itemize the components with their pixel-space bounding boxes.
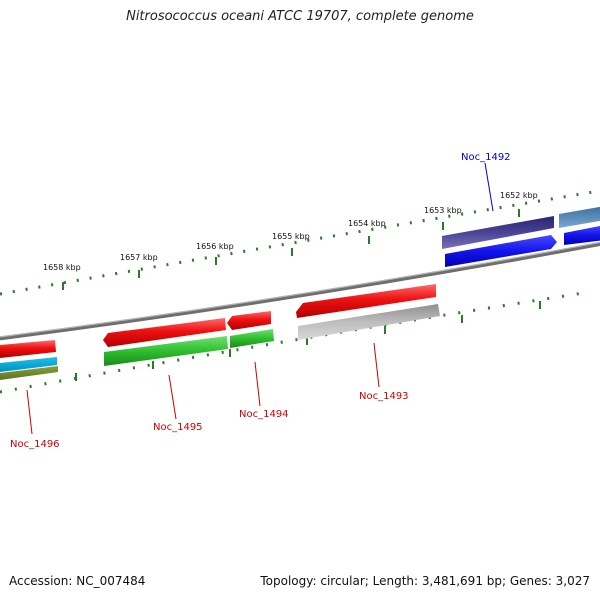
scale-label: 1655 kbp bbox=[272, 232, 310, 241]
gene-feature-noc-1493-shade[interactable] bbox=[298, 304, 440, 340]
callout-line-noc-1492 bbox=[484, 162, 494, 212]
gene-feature-noc-1494-shade[interactable] bbox=[230, 329, 274, 348]
scale-label: 1657 kbp bbox=[120, 253, 158, 262]
gene-label-noc-1496[interactable]: Noc_1496 bbox=[10, 439, 60, 450]
gene-feature-noc-1496-shade-2[interactable] bbox=[0, 366, 58, 380]
gene-label-noc-1493[interactable]: Noc_1493 bbox=[359, 391, 409, 402]
gene-feature-noc-1495-shade[interactable] bbox=[104, 336, 228, 366]
gene-feature-next-shade[interactable] bbox=[559, 206, 600, 228]
gene-feature-noc-1492-shade[interactable] bbox=[442, 216, 554, 249]
reverse-scale-ring bbox=[0, 290, 591, 394]
gene-feature-next[interactable] bbox=[564, 225, 600, 245]
scale-label: 1658 kbp bbox=[43, 263, 81, 272]
gene-feature-noc-1495[interactable] bbox=[103, 318, 226, 347]
genome-backbone-highlight bbox=[0, 241, 600, 338]
gene-feature-noc-1494[interactable] bbox=[227, 311, 271, 330]
scale-label: 1652 kbp bbox=[500, 191, 538, 200]
accession-text: Accession: NC_007484 bbox=[9, 574, 146, 588]
genome-backbone bbox=[0, 241, 600, 341]
gene-feature-noc-1496[interactable] bbox=[0, 340, 56, 358]
gene-label-noc-1492[interactable]: Noc_1492 bbox=[461, 152, 511, 163]
gene-label-noc-1495[interactable]: Noc_1495 bbox=[153, 422, 203, 433]
callout-line-noc-1493 bbox=[373, 342, 380, 388]
callout-line-noc-1495 bbox=[168, 374, 177, 420]
map-title: Nitrosococcus oceani ATCC 19707, complet… bbox=[126, 9, 474, 24]
callout-line-noc-1494 bbox=[254, 361, 261, 407]
callout-line-noc-1496 bbox=[26, 389, 33, 435]
forward-scale-ring bbox=[0, 189, 600, 296]
scale-label: 1654 kbp bbox=[348, 219, 386, 228]
genome-summary-text: Topology: circular; Length: 3,481,691 bp… bbox=[260, 574, 590, 588]
gene-feature-noc-1493[interactable] bbox=[296, 284, 436, 318]
gene-feature-noc-1496-shade[interactable] bbox=[0, 357, 57, 372]
gene-feature-noc-1492[interactable] bbox=[445, 235, 557, 267]
scale-label: 1656 kbp bbox=[196, 242, 234, 251]
scale-label: 1653 kbp bbox=[424, 206, 462, 215]
scale-major-ticks bbox=[62, 209, 520, 290]
gene-label-noc-1494[interactable]: Noc_1494 bbox=[239, 409, 289, 420]
